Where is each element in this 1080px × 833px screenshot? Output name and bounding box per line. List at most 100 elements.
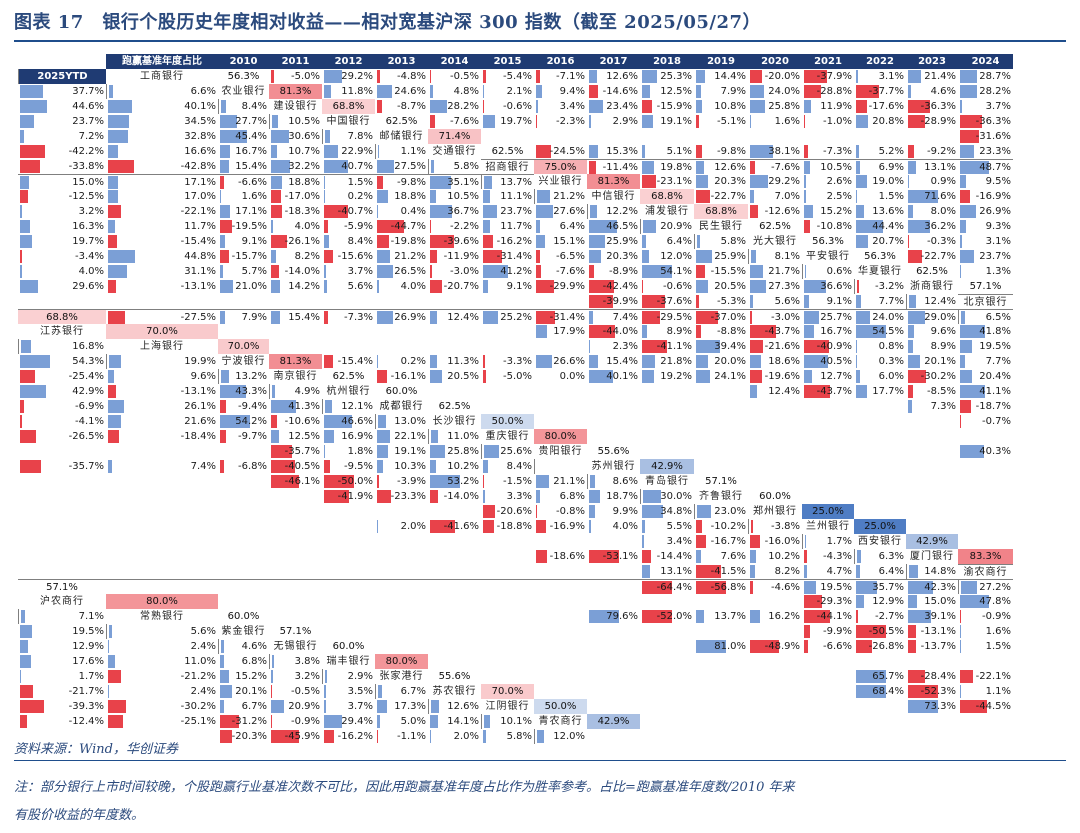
win-ratio-cell: 56.3% [854,249,906,264]
return-cell-2020: -36.3% [906,99,958,114]
return-cell-2021: 1.7% [18,669,106,684]
return-cell-2025ytd: 2.9% [322,669,375,684]
return-value: -7.6% [449,116,479,127]
return-value: -15.4% [337,356,373,367]
return-cell-2010 [694,459,748,474]
return-cell-2017: 48.7% [958,159,1013,174]
return-value: -3.3% [502,356,532,367]
return-cell-2020: -42.2% [18,144,106,159]
return-cell-2019: -28.8% [802,84,854,99]
return-cell-2021: 2.4% [106,684,218,699]
positive-return-bar [589,355,599,368]
return-cell-2016 [322,534,375,549]
header-blank [18,54,106,69]
return-value: 25.8% [447,446,479,457]
return-cell-2022: 12.9% [854,594,906,609]
return-cell-2013 [587,384,640,399]
return-value: 23.7% [500,206,532,217]
negative-return-bar [324,220,328,233]
bank-name: 华夏银行 [858,266,902,277]
return-cell-2021: -14.4% [640,549,694,564]
positive-return-bar [271,311,281,324]
return-cell-2021: -6.9% [18,399,106,414]
return-cell-2021: 7.2% [18,129,106,144]
return-value: 54.2% [235,416,267,427]
return-value: 9.4% [559,86,585,97]
return-cell-2011 [322,339,375,354]
return-cell-2021: -16.2% [322,729,375,744]
return-value: -18.3% [284,206,320,217]
return-value: 12.2% [606,206,638,217]
return-cell-2025ytd: 7.1% [18,609,106,624]
return-cell-2013: 8.0% [906,204,958,219]
return-cell-2016 [428,564,481,579]
return-value: -2.2% [449,221,479,232]
return-value: -14.4% [656,551,692,562]
return-cell-2016: 12.6% [587,69,640,84]
win-ratio-cell: 55.6% [428,669,481,684]
positive-return-bar [377,311,394,324]
return-value: 1.1% [985,686,1011,697]
return-value: 41.1% [979,386,1011,397]
return-cell-2019: -28.9% [906,114,958,129]
footnote-line-1: 注：部分银行上市时间较晚，个股跑赢行业基准次数不可比，因此用跑赢基准年度占比作为… [14,780,795,795]
positive-return-bar [108,265,127,278]
return-cell-2016: 9.5% [958,174,1013,189]
return-cell-2011 [748,459,802,474]
negative-return-bar [324,311,329,324]
return-cell-2023: 12.9% [18,639,106,654]
positive-return-bar [220,115,237,128]
return-value: -22.1% [975,671,1011,682]
return-cell-2020: -4.1% [18,414,106,429]
positive-return-bar [589,520,592,533]
positive-return-bar [483,730,487,743]
return-value: 28.2% [979,86,1011,97]
positive-return-bar [108,400,124,413]
return-cell-2022: 25.7% [802,309,854,324]
return-cell-2017: -12.5% [18,189,106,204]
negative-return-bar [483,520,495,533]
return-value: -42.8% [180,161,216,172]
return-cell-2014: 14.2% [269,279,322,294]
positive-return-bar [642,70,658,83]
positive-return-bar [20,655,31,668]
return-cell-2021: -6.5% [534,249,587,264]
return-value: -6.8% [237,461,267,472]
return-value: -9.7% [237,431,267,442]
return-cell-2016 [906,429,958,444]
positive-return-bar [642,145,646,158]
return-value: -0.3% [926,236,956,247]
return-cell-2012: -2.3% [534,114,587,129]
bank-name: 沪农商行 [40,596,84,607]
positive-return-bar [856,175,868,188]
return-cell-2018 [854,654,906,669]
return-cell-2015 [534,609,587,624]
negative-return-bar [430,235,454,248]
win-ratio-cell: 68.8% [322,99,375,114]
win-ratio-cell: 70.0% [106,324,218,339]
return-cell-2023: -9.4% [218,399,269,414]
return-value: 10.1% [500,716,532,727]
return-cell-2020: -40.7% [322,204,375,219]
return-value: 5.0% [400,716,426,727]
positive-return-bar [483,190,490,203]
negative-return-bar [324,460,330,473]
return-cell-2023: 25.9% [587,234,640,249]
return-cell-2014: 71.6% [906,189,958,204]
negative-return-bar [377,70,380,83]
return-value: -27.5% [180,312,216,323]
return-cell-2022: 8.2% [748,564,802,579]
return-value: 3.1% [878,71,904,82]
return-value: 21.8% [660,356,692,367]
positive-return-bar [960,145,974,158]
return-cell-2024: 43.3% [218,384,269,399]
positive-return-bar [536,85,542,98]
return-value: 5.5% [666,521,692,532]
return-value: -31.4% [549,312,585,323]
negative-return-bar [108,430,120,443]
positive-return-bar [20,385,46,398]
return-cell-2024: 46.5% [587,219,640,234]
return-cell-2020: 13.1% [640,564,694,579]
header-year-2023: 2023 [906,54,958,69]
return-value: -22.7% [920,251,956,262]
